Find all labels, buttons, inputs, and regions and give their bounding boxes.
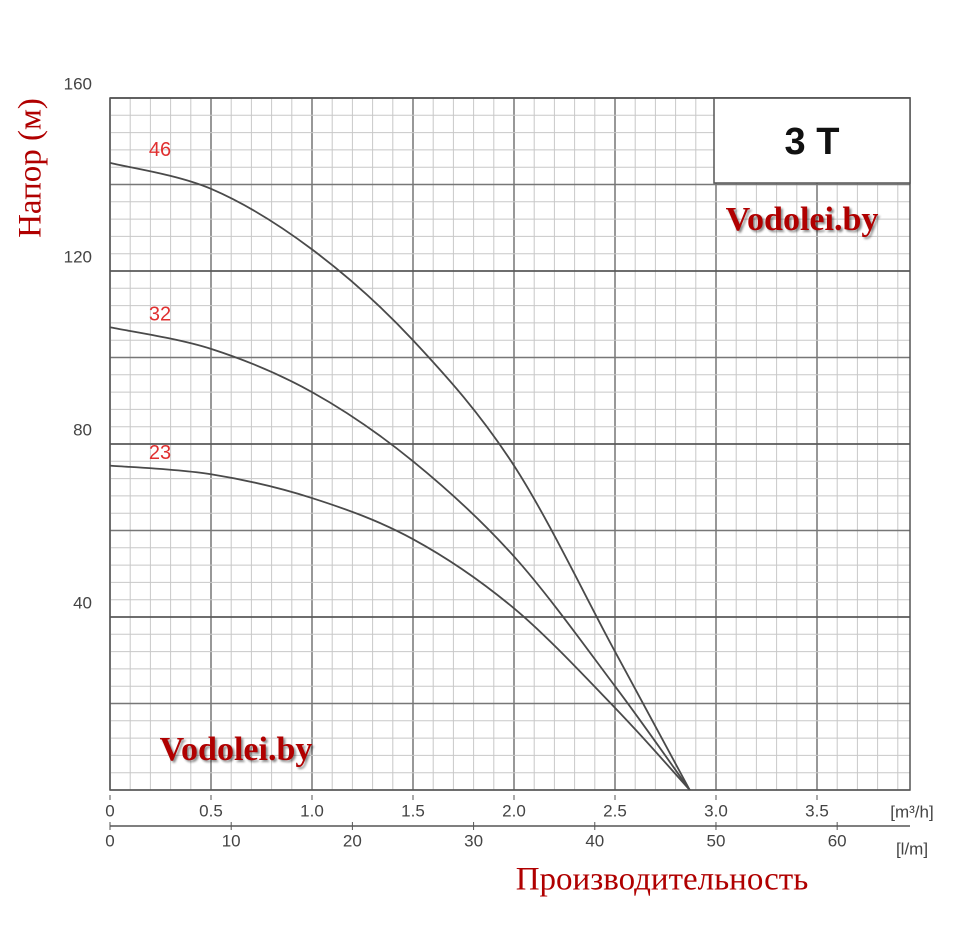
y-tick-label: 40 (73, 593, 92, 612)
series-line (109, 326, 691, 791)
x-tick-label: 3.0 (704, 801, 728, 820)
series-label: 46 (149, 139, 171, 161)
x-tick-label: 3.5 (805, 801, 829, 820)
x-tick-label: 0.5 (199, 801, 223, 820)
y-tick-label: 120 (64, 247, 92, 266)
title-box (713, 97, 911, 184)
y-tick-label: 160 (64, 74, 92, 93)
x-unit: [m³/h] (890, 802, 933, 821)
series-line (109, 162, 691, 791)
series-label: 32 (149, 304, 171, 326)
x2-tick-label: 50 (707, 831, 726, 850)
x2-tick-label: 30 (464, 831, 483, 850)
watermark: Vodolei.by (160, 731, 313, 768)
x2-unit: [l/m] (896, 839, 928, 858)
x-tick-label: 0 (105, 801, 114, 820)
y-axis-title: Напор (м) (13, 98, 49, 238)
x-tick-label: 2.5 (603, 801, 627, 820)
x2-tick-label: 0 (105, 831, 114, 850)
watermark: Vodolei.by (726, 201, 879, 238)
x-tick-label: 2.0 (502, 801, 526, 820)
x-axis-title: Производительность (516, 862, 809, 898)
series-line (109, 464, 691, 791)
y-tick-label: 80 (73, 420, 92, 439)
x2-tick-label: 10 (222, 831, 241, 850)
series-label: 23 (149, 442, 171, 464)
x-tick-label: 1.0 (300, 801, 324, 820)
x-tick-label: 1.5 (401, 801, 425, 820)
chart-title: 3 T (785, 121, 840, 163)
x2-tick-label: 60 (828, 831, 847, 850)
x2-tick-label: 20 (343, 831, 362, 850)
x2-tick-label: 40 (585, 831, 604, 850)
